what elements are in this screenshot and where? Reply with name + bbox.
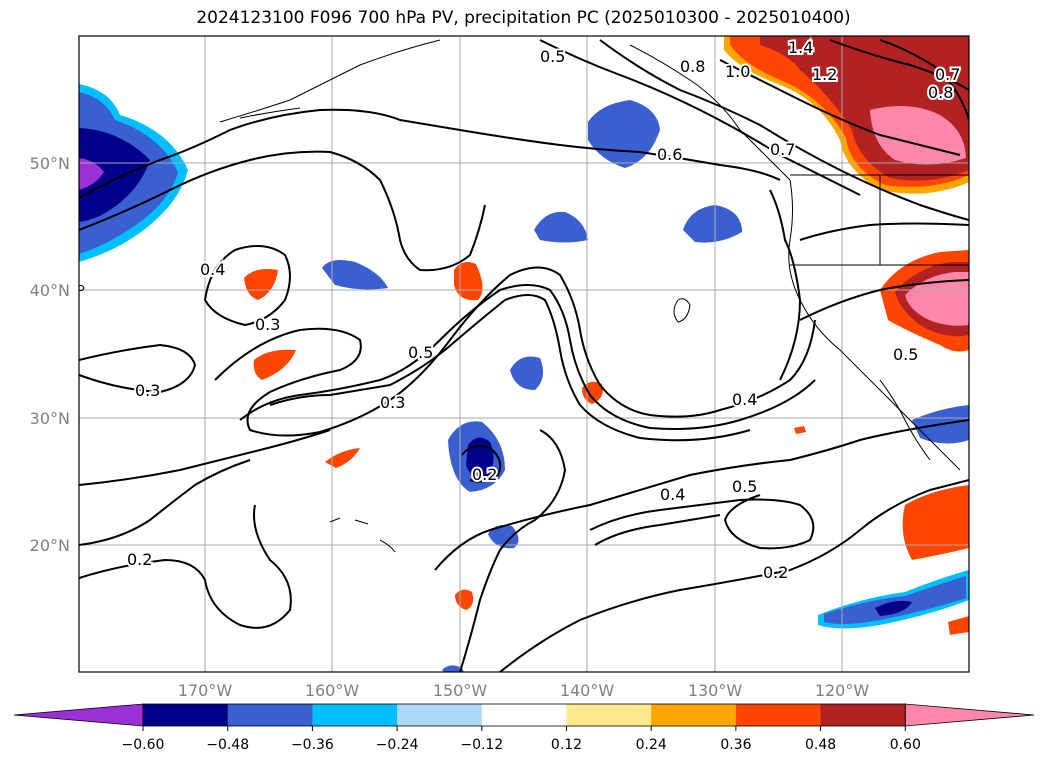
contour-label: 0.5 <box>540 47 565 66</box>
precip-positive-region <box>325 448 360 468</box>
colorbar-tick-label: −0.36 <box>291 737 334 753</box>
map-title: 2024123100 F096 700 hPa PV, precipitatio… <box>196 8 851 28</box>
contour-label: 0.2 <box>763 563 788 582</box>
lat-label: 50°N <box>30 154 70 173</box>
colorbar-segment <box>143 704 229 726</box>
precip-positive-region <box>794 426 806 434</box>
colorbar-extend-low <box>13 703 144 727</box>
contour-label: 0.8 <box>680 57 705 76</box>
colorbar-tick-label: −0.48 <box>206 737 249 753</box>
lon-label: 170°W <box>178 681 233 700</box>
contour-label: 0.2 <box>472 465 497 484</box>
lon-label: 130°W <box>688 681 743 700</box>
colorbar-tick-label: 0.36 <box>720 737 751 753</box>
precip-negative-region <box>442 665 464 672</box>
colorbar-segment <box>735 704 822 726</box>
plot-area: 0.5 0.8 1.0 1.2 1.4 0.7 0.8 0.6 0.7 0.4 … <box>79 36 969 672</box>
precip-negative-region <box>79 128 150 222</box>
lon-label: 150°W <box>433 681 488 700</box>
contour-label: 0.4 <box>200 260 225 279</box>
contour-label: 0.5 <box>408 343 433 362</box>
contour-label: 0.2 <box>127 550 152 569</box>
precip-positive-region <box>902 485 969 560</box>
precip-negative-region <box>488 525 519 549</box>
colorbar: −0.60 −0.48 −0.36 −0.24 −0.12 0.12 0.24 0.36 0.4… <box>13 703 1035 753</box>
colorbar-segment <box>227 704 313 726</box>
colorbar-segment <box>481 704 567 726</box>
precip-positive-region <box>253 349 296 380</box>
lon-label: 140°W <box>560 681 615 700</box>
precip-positive-region <box>905 272 969 326</box>
contour-label: 0.4 <box>732 390 757 409</box>
lat-label: 20°N <box>30 536 70 555</box>
precip-negative-region <box>79 158 104 190</box>
colorbar-tick-label: 0.60 <box>890 737 921 753</box>
longitude-labels: 170°W 160°W 150°W 140°W 130°W 120°W <box>178 681 870 700</box>
colorbar-tick-label: −0.60 <box>122 737 165 753</box>
contour-label: 0.4 <box>660 485 685 504</box>
contour-label: 0.3 <box>135 381 160 400</box>
precip-positive-region <box>455 589 474 610</box>
contour-label: 1.0 <box>725 62 750 81</box>
colorbar-segment <box>566 704 652 726</box>
contour-label: 0.6 <box>657 145 682 164</box>
precip-positive-region <box>948 616 969 635</box>
colorbar-segment <box>397 704 483 726</box>
latitude-labels: 50°N 40°N 30°N 20°N <box>30 154 70 555</box>
colorbar-tick-label: 0.48 <box>805 737 836 753</box>
contour-label: 0.3 <box>380 393 405 412</box>
contour-label: 0.8 <box>928 83 953 102</box>
contour-label: 0.5 <box>893 345 918 364</box>
precip-negative-region <box>824 576 966 625</box>
precip-negative-region <box>322 260 388 290</box>
lat-label: 40°N <box>30 281 70 300</box>
lat-label: 30°N <box>30 409 70 428</box>
precip-positive-region <box>454 262 483 301</box>
lon-label: 120°W <box>815 681 870 700</box>
precip-positive-region <box>244 269 278 300</box>
colorbar-tick-label: 0.24 <box>636 737 667 753</box>
colorbar-segment <box>651 704 737 726</box>
colorbar-extend-high <box>904 703 1035 727</box>
precip-negative-region <box>510 356 544 390</box>
colorbar-frame <box>142 703 906 727</box>
pv-contours <box>79 39 969 672</box>
precip-negative-region <box>534 211 588 243</box>
precip-negative-region <box>588 100 660 168</box>
contour-label: 1.2 <box>812 65 837 84</box>
colorbar-segment <box>312 704 398 726</box>
contour-label: 0.5 <box>732 477 757 496</box>
contour-label: 1.4 <box>788 38 813 57</box>
colorbar-tick-label: 0.12 <box>551 737 582 753</box>
precip-negative-region <box>683 205 742 243</box>
colorbar-tick-label: −0.12 <box>460 737 503 753</box>
contour-labels: 0.5 0.8 1.0 1.2 1.4 0.7 0.8 0.6 0.7 0.4 … <box>125 36 962 584</box>
map-frame <box>78 35 970 673</box>
colorbar-segment <box>820 704 906 726</box>
contour-label: 0.7 <box>770 140 795 159</box>
precip-negative-region <box>875 600 912 616</box>
precip-shading <box>79 36 969 672</box>
coastlines <box>79 39 969 553</box>
contour-label: 0.3 <box>255 315 280 334</box>
lon-label: 160°W <box>305 681 360 700</box>
colorbar-tick-label: −0.24 <box>376 737 419 753</box>
contour-label: 0.7 <box>935 65 960 84</box>
